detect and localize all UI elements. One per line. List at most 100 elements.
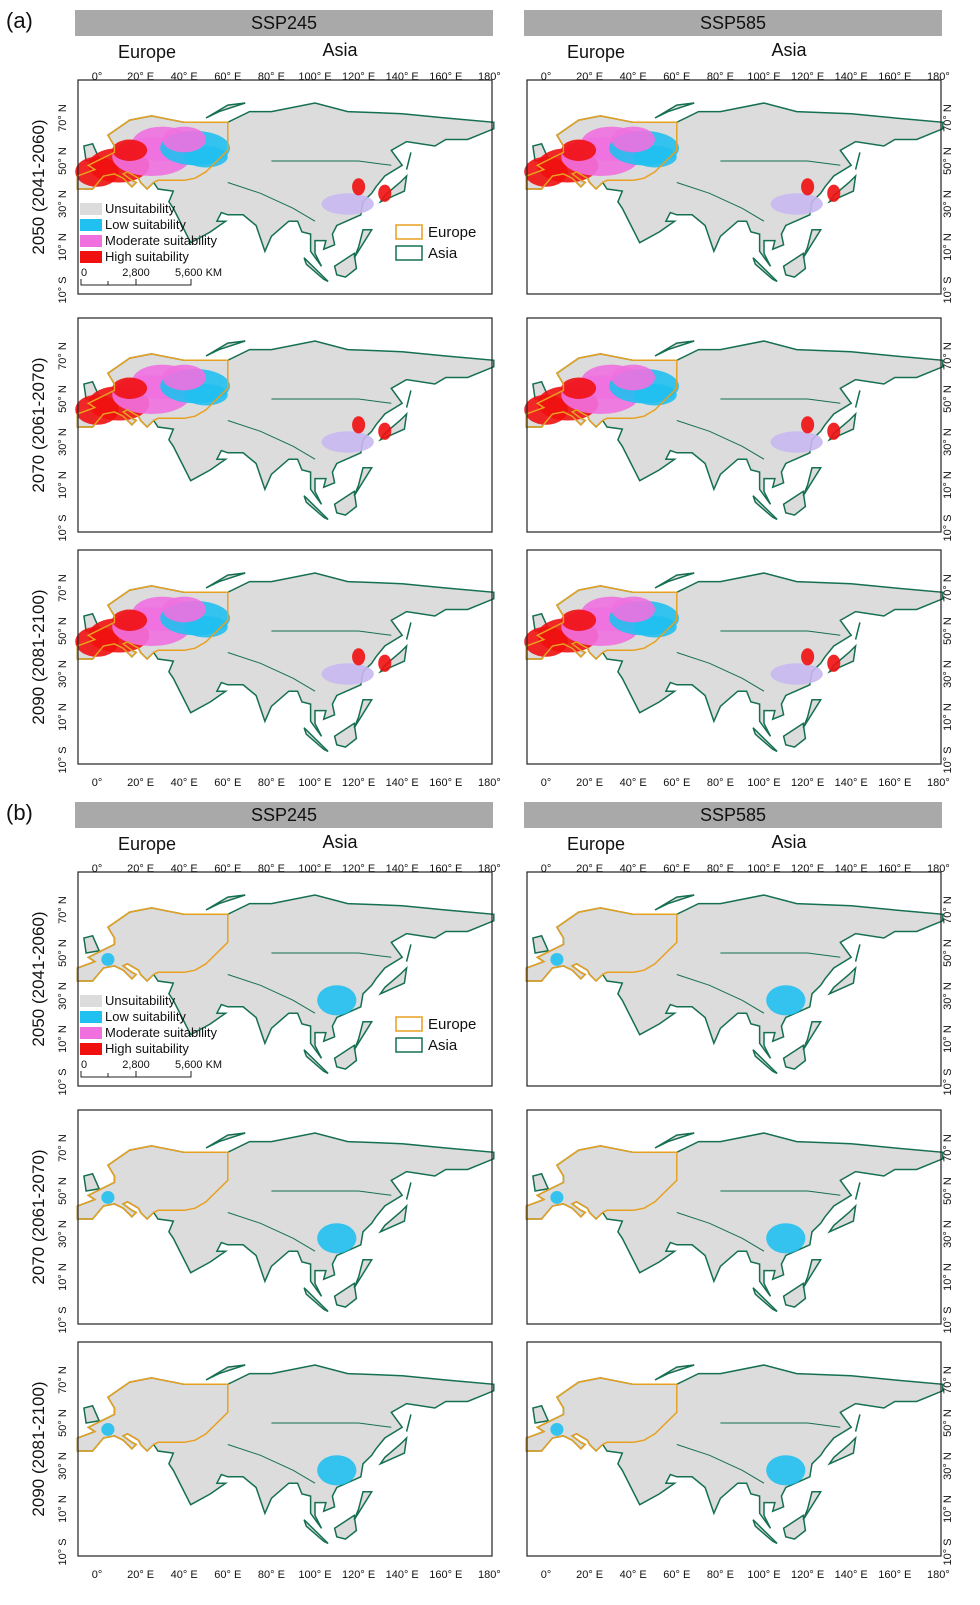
suitability-area [352,648,365,665]
suitability-area [378,185,391,202]
lat-tick-label: 10° S [57,1068,69,1095]
suitability-area [352,178,365,195]
lat-tick-label: 10° S [942,514,954,541]
suitability-area [827,185,840,202]
suitability-area [352,416,365,433]
suitability-area [561,378,596,400]
map-panel [524,550,943,764]
legend-label: Low suitability [105,1009,186,1024]
lat-tick-label: 10° N [942,1025,954,1053]
lat-tick-label: 10° S [942,1538,954,1565]
region-label: Europe [567,834,625,854]
lat-tick-label: 10° N [57,703,69,731]
lat-tick-label: 10° N [57,233,69,261]
lat-tick-label: 30° N [942,190,954,218]
lon-tick-label: 80° E [258,1569,285,1581]
lon-tick-label: 0° [92,1569,103,1581]
lon-tick-label: 100° E [747,1569,780,1581]
suitability-area [766,985,805,1015]
lat-tick-label: 30° N [57,1452,69,1480]
region-label: Asia [771,40,807,60]
lon-tick-label: 120° E [342,777,375,789]
lon-tick-label: 0° [541,1569,552,1581]
legend-swatch [80,235,102,247]
lat-tick-label: 10° N [942,703,954,731]
lat-tick-label: 70° N [57,342,69,370]
lat-tick-label: 70° N [57,896,69,924]
suitability-area [801,416,814,433]
lat-tick-label: 30° N [942,428,954,456]
lat-tick-label: 70° N [57,1134,69,1162]
lon-tick-label: 160° E [429,777,462,789]
legend-swatch [80,219,102,231]
lat-tick-label: 10° S [57,1538,69,1565]
region-label: Europe [118,834,176,854]
lat-tick-label: 70° N [57,104,69,132]
legend-label: High suitability [105,249,189,264]
period-label: 2050 (2041-2060) [29,911,48,1046]
suitability-area [801,178,814,195]
suitability-area [766,1455,805,1485]
lon-tick-label: 0° [541,777,552,789]
lat-tick-label: 30° N [57,190,69,218]
legend-label: Europe [428,1016,476,1033]
lat-tick-label: 10° S [942,276,954,303]
legend-swatch [80,203,102,215]
suitability-area [771,431,823,453]
map-panel [75,318,494,532]
lat-tick-label: 50° N [942,617,954,645]
suitability-area [112,610,147,632]
lat-tick-label: 30° N [57,428,69,456]
scale-label: 5,600 KM [175,1059,222,1071]
legend-label: Unsuitability [105,201,176,216]
lon-tick-label: 160° E [878,1569,911,1581]
period-label: 2090 (2081-2100) [29,1381,48,1516]
legend-label: Moderate suitability [105,233,217,248]
lat-tick-label: 10° S [57,746,69,773]
suitability-area [101,1191,114,1204]
lat-tick-label: 10° S [942,1068,954,1095]
suitability-area [322,193,374,215]
lon-tick-label: 120° E [791,777,824,789]
legend-swatch [80,251,102,263]
region-label: Europe [567,42,625,62]
lat-tick-label: 50° N [57,1409,69,1437]
suitability-area [112,140,147,162]
lat-tick-label: 10° N [942,1495,954,1523]
period-label: 2070 (2061-2070) [29,1149,48,1284]
lon-tick-label: 60° E [663,777,690,789]
lon-tick-label: 60° E [214,1569,241,1581]
suitability-area [322,663,374,685]
suitability-area [550,953,563,966]
lat-tick-label: 10° S [942,746,954,773]
suitability-area [611,127,655,153]
scale-label: 0 [81,267,87,279]
lon-tick-label: 40° E [171,777,198,789]
lat-tick-label: 70° N [942,1366,954,1394]
lat-tick-label: 10° N [942,471,954,499]
lon-tick-label: 140° E [835,1569,868,1581]
scale-label: 5,600 KM [175,267,222,279]
lat-tick-label: 10° S [57,276,69,303]
lat-tick-label: 10° S [57,1306,69,1333]
suitability-area [561,610,596,632]
suitability-area [322,431,374,453]
suitability-area [317,1455,356,1485]
period-label: 2090 (2081-2100) [29,589,48,724]
legend-label: High suitability [105,1041,189,1056]
lon-tick-label: 120° E [342,1569,375,1581]
suitability-area [550,1423,563,1436]
lat-tick-label: 50° N [942,1177,954,1205]
lat-tick-label: 30° N [942,660,954,688]
suitability-area [550,1191,563,1204]
legend-swatch [80,995,102,1007]
lat-tick-label: 50° N [57,1177,69,1205]
lat-tick-label: 30° N [57,1220,69,1248]
scenario-title: SSP585 [700,805,766,825]
lon-tick-label: 140° E [835,777,868,789]
lon-tick-label: 80° E [258,777,285,789]
lon-tick-label: 40° E [620,1569,647,1581]
lat-tick-label: 50° N [57,147,69,175]
suitability-area [317,1223,356,1253]
lon-tick-label: 20° E [576,777,603,789]
